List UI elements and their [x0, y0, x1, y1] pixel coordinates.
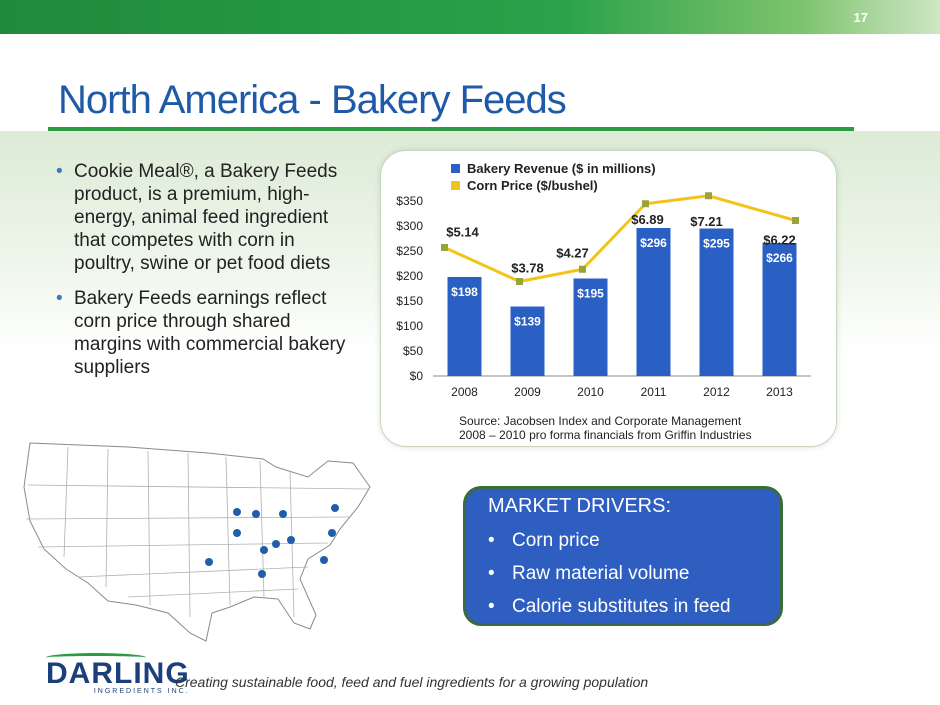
bar-revenue	[510, 306, 545, 376]
corn-price-line	[443, 194, 796, 284]
plant-location-marker	[205, 558, 213, 566]
x-axis-tick-label: 2010	[577, 385, 604, 399]
legend-swatch-revenue	[451, 164, 460, 173]
corn-price-label: $5.14	[446, 225, 479, 240]
bullet-item: Cookie Meal®, a Bakery Feeds product, is…	[56, 160, 356, 275]
chart-source-note: Source: Jacobsen Index and Corporate Man…	[459, 414, 742, 428]
plant-location-marker	[279, 510, 287, 518]
logo-subtitle: INGREDIENTS INC.	[93, 688, 190, 695]
market-driver-item: Corn price	[488, 524, 758, 557]
x-axis-tick-label: 2012	[703, 385, 730, 399]
plant-location-marker	[233, 508, 241, 516]
bar-revenue	[636, 228, 671, 376]
logo-swoosh-icon	[46, 653, 146, 662]
bar-value-label: $139	[514, 315, 541, 329]
us-map-outline	[23, 442, 371, 642]
corn-price-label: $7.21	[690, 214, 723, 229]
legend-label-corn: Corn Price ($/bushel)	[467, 178, 598, 193]
us-map	[23, 442, 371, 642]
chart-canvas: Bakery Revenue ($ in millions) Corn Price…	[396, 161, 811, 442]
bar-value-label: $266	[766, 251, 793, 265]
bar-revenue	[699, 228, 734, 376]
y-axis-tick-label: $350	[396, 194, 423, 208]
logo-wordmark: DARLING	[46, 657, 190, 690]
bar-value-label: $295	[703, 237, 730, 251]
bar-value-label: $195	[577, 287, 604, 301]
plant-location-marker	[328, 529, 336, 537]
corn-price-marker	[441, 244, 448, 251]
corn-price-marker	[792, 217, 799, 224]
legend-label-revenue: Bakery Revenue ($ in millions)	[467, 161, 656, 176]
bar-value-label: $296	[640, 236, 667, 250]
corn-price-label: $6.89	[631, 212, 664, 227]
legend-swatch-corn	[451, 181, 460, 190]
page-number: 17	[853, 10, 868, 25]
y-axis-tick-label: $100	[396, 319, 423, 333]
x-axis-tick-label: 2008	[451, 385, 478, 399]
bullet-item: Bakery Feeds earnings reflect corn price…	[56, 287, 356, 379]
bar-revenue	[573, 278, 608, 376]
x-axis-tick-label: 2013	[766, 385, 793, 399]
market-drivers-list: Corn price Raw material volume Calorie s…	[488, 524, 758, 623]
plant-location-marker	[260, 546, 268, 554]
plant-location-marker	[287, 536, 295, 544]
page-title: North America - Bakery Feeds	[58, 78, 567, 122]
x-axis-tick-label: 2009	[514, 385, 541, 399]
y-axis-tick-label: $250	[396, 244, 423, 258]
corn-price-marker	[642, 200, 649, 208]
plant-location-marker	[233, 529, 241, 537]
bullet-list: Cookie Meal®, a Bakery Feeds product, is…	[56, 160, 356, 391]
market-driver-item: Raw material volume	[488, 557, 758, 590]
bar-revenue	[447, 277, 482, 376]
plant-location-marker	[320, 556, 328, 564]
corn-price-label: $6.22	[763, 233, 796, 248]
corn-price-label: $3.78	[511, 261, 544, 276]
market-drivers-heading: MARKET DRIVERS:	[488, 495, 671, 517]
y-axis-tick-label: $300	[396, 219, 423, 233]
corn-price-marker	[705, 192, 712, 200]
y-axis-tick-label: $200	[396, 269, 423, 283]
y-axis-tick-label: $0	[410, 369, 424, 383]
market-driver-item: Calorie substitutes in feed	[488, 590, 758, 623]
revenue-corn-chart: Bakery Revenue ($ in millions) Corn Price…	[380, 150, 837, 447]
bar-revenue	[762, 243, 797, 376]
corn-price-marker	[516, 278, 523, 285]
footer-tagline: Creating sustainable food, feed and fuel…	[175, 674, 649, 690]
x-axis-tick-label: 2011	[641, 385, 667, 399]
y-axis-tick-label: $50	[403, 344, 423, 358]
plant-location-marker	[252, 510, 260, 518]
corn-price-marker	[579, 265, 586, 273]
plant-location-marker	[272, 540, 280, 548]
plant-location-marker	[258, 570, 266, 578]
chart-source-note: 2008 – 2010 pro forma financials from Gr…	[459, 428, 752, 442]
corn-price-label: $4.27	[556, 245, 589, 260]
bar-value-label: $198	[451, 285, 478, 299]
y-axis-tick-label: $150	[396, 294, 423, 308]
company-logo: DARLING INGREDIENTS INC.	[46, 653, 190, 695]
header-bar: 17	[0, 0, 940, 34]
plant-location-marker	[331, 504, 339, 512]
title-underline	[48, 127, 854, 131]
market-drivers-box: MARKET DRIVERS: Corn price Raw material …	[463, 486, 783, 626]
